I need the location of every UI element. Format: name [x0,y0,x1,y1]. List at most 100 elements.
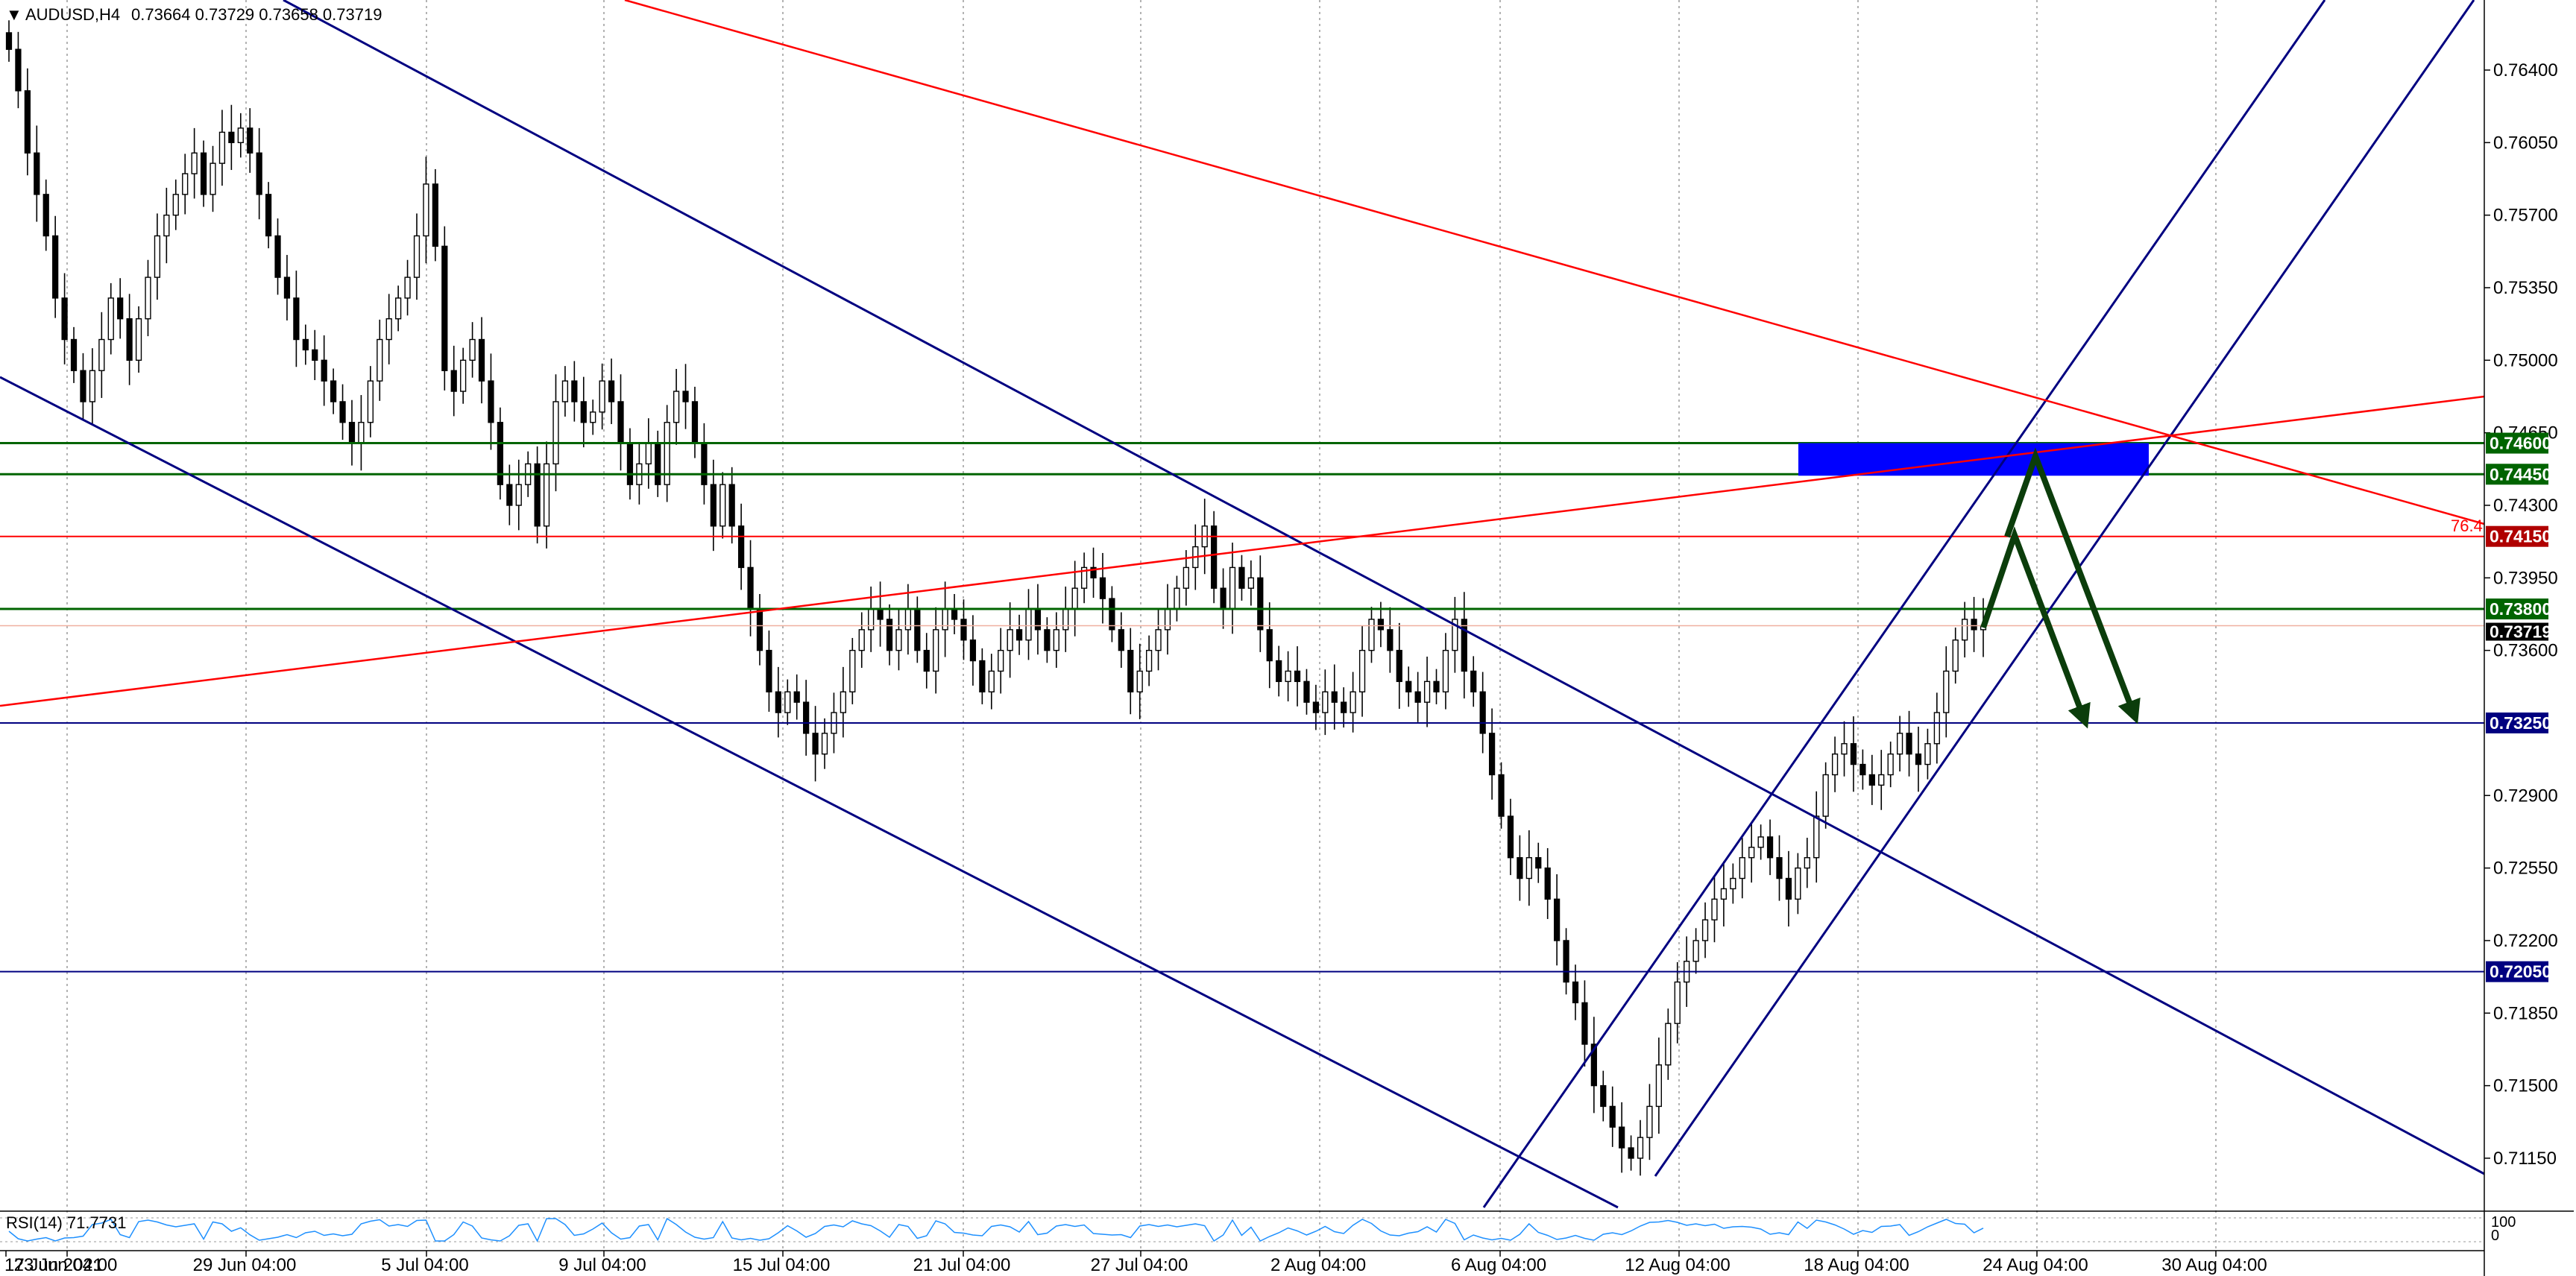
candle-body [441,245,448,371]
candle-body [515,484,522,506]
chart-symbol: AUDUSD,H4 [25,5,120,24]
candle-body [1071,587,1078,610]
price-tick-label: 0.75350 [2493,278,2558,298]
candle-body [1025,608,1032,641]
candle-body [1331,691,1338,703]
candle-body [1034,608,1042,631]
rsi-scale-top: 100 [2491,1214,2516,1231]
candle-body [1868,774,1875,786]
candle-body [719,484,726,527]
ascending-channel-upper-line [1482,0,2326,1208]
candle-body [1915,753,1922,765]
candle-body [1655,1064,1663,1108]
time-tick-label: 6 Aug 04:00 [1451,1255,1546,1275]
candle-body [803,701,810,734]
candle-body [1285,670,1291,683]
candle-body [506,484,513,506]
candle-body [1804,857,1810,869]
candle-body [1127,649,1134,692]
candle-body [1303,680,1310,703]
candle-body [1590,1043,1597,1087]
time-tick-label: 29 Jun 04:00 [193,1255,297,1275]
candle-body [274,235,281,278]
candle-body [1405,680,1412,692]
candle-body [163,214,170,237]
rsi-line [8,1217,1984,1242]
candle-body [15,48,22,92]
candle-body [747,566,754,610]
candle-body [80,370,86,402]
fib-level-label: 76.4 [2451,517,2483,535]
price-tick-label: 0.73950 [2493,568,2558,588]
candle-body [1962,619,1968,641]
time-tick-label: 2 Aug 04:00 [1270,1255,1366,1275]
candle-body [673,391,680,423]
candle-body [460,359,467,392]
candle-body [626,442,634,485]
candle-body [561,380,569,402]
candle-body [886,619,893,651]
ascending-channel-lower-line [1654,0,2475,1177]
candle-body [1062,608,1069,631]
candle-body [154,235,161,278]
candle-body [998,649,1004,672]
candle-body [1850,743,1857,765]
candle-body [1442,649,1449,692]
level-price-tag [2486,712,2548,733]
candle-body [126,318,133,361]
candle-body [923,649,930,672]
candle-body [70,338,78,371]
candle-body [1581,1002,1588,1045]
level-price-text: 0.74600 [2490,434,2551,453]
candle-body [858,629,865,651]
candle-body [24,90,31,154]
menu-triangle-icon[interactable]: ▼ [6,5,22,24]
candle-body [1674,981,1681,1024]
candle-body [1136,670,1143,692]
candle-body [877,608,884,620]
candle-body [1341,701,1347,713]
time-tick-label: 30 Aug 04:00 [2161,1255,2267,1275]
candle-body [1461,619,1467,672]
candle-body [1488,733,1496,776]
candle-body [1609,1105,1616,1128]
candle-body [1720,888,1728,900]
candle-body [218,131,226,164]
candle-body [1730,877,1736,890]
candle-body [571,380,578,402]
candle-body [1887,753,1894,776]
trend-lines[interactable] [0,0,2485,1209]
candle-body [172,194,179,216]
projection-arrows[interactable] [1980,447,2141,729]
red-falling-trend-line [624,0,2485,525]
candle-body [348,422,356,444]
candle-body [1368,619,1375,651]
time-tick-label: 18 Aug 04:00 [1804,1255,1909,1275]
candle-body [543,463,550,527]
candle-body [42,194,49,237]
candle-body [1711,898,1718,920]
candle-body [450,370,457,392]
candle-body [580,401,587,423]
candle-body [1507,815,1514,859]
time-tick-label: 23 Jun 04:00 [14,1255,118,1275]
time-tick-label: 15 Jul 04:00 [733,1255,831,1275]
price-tick-label: 0.72550 [2493,859,2558,879]
candle-body [1924,743,1931,765]
candle-body [1841,743,1848,755]
candle-body [107,297,114,341]
candle-body [488,380,494,423]
candle-body [1146,649,1153,672]
candle-body [1312,701,1320,713]
red-rising-trend-line [0,395,2485,707]
candle-body [1294,670,1301,683]
time-tick-label: 21 Jul 04:00 [913,1255,1011,1275]
candle-body [5,32,13,50]
candle-body [145,277,151,320]
candle-body [738,525,745,569]
candle-body [1525,857,1532,879]
candle-body [367,380,374,423]
candle-body [1554,898,1561,941]
candle-body [701,442,708,485]
